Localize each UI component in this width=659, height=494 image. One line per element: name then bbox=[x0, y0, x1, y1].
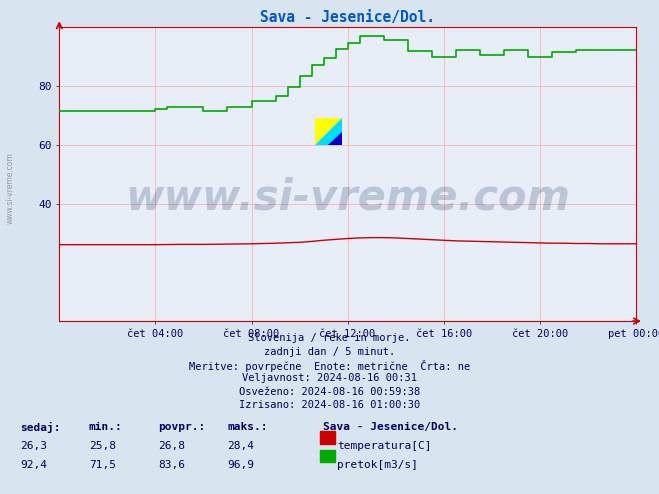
Text: pretok[m3/s]: pretok[m3/s] bbox=[337, 460, 418, 470]
Text: 71,5: 71,5 bbox=[89, 460, 116, 470]
Text: sedaj:: sedaj: bbox=[20, 422, 60, 433]
Text: Veljavnost: 2024-08-16 00:31: Veljavnost: 2024-08-16 00:31 bbox=[242, 373, 417, 383]
Text: 25,8: 25,8 bbox=[89, 441, 116, 451]
Text: Slovenija / reke in morje.: Slovenija / reke in morje. bbox=[248, 333, 411, 343]
Text: 26,8: 26,8 bbox=[158, 441, 185, 451]
Text: temperatura[C]: temperatura[C] bbox=[337, 441, 432, 451]
Text: zadnji dan / 5 minut.: zadnji dan / 5 minut. bbox=[264, 347, 395, 357]
Text: Meritve: povrpečne  Enote: metrične  Črta: ne: Meritve: povrpečne Enote: metrične Črta:… bbox=[189, 360, 470, 372]
Text: 96,9: 96,9 bbox=[227, 460, 254, 470]
Text: min.:: min.: bbox=[89, 422, 123, 432]
Title: Sava - Jesenice/Dol.: Sava - Jesenice/Dol. bbox=[260, 9, 435, 25]
Text: www.si-vreme.com: www.si-vreme.com bbox=[5, 152, 14, 224]
Text: 26,3: 26,3 bbox=[20, 441, 47, 451]
Text: Sava - Jesenice/Dol.: Sava - Jesenice/Dol. bbox=[323, 422, 458, 432]
Polygon shape bbox=[315, 118, 341, 145]
Text: Osveženo: 2024-08-16 00:59:38: Osveženo: 2024-08-16 00:59:38 bbox=[239, 387, 420, 397]
Text: maks.:: maks.: bbox=[227, 422, 268, 432]
Text: 83,6: 83,6 bbox=[158, 460, 185, 470]
Text: www.si-vreme.com: www.si-vreme.com bbox=[125, 177, 570, 219]
Text: Izrisano: 2024-08-16 01:00:30: Izrisano: 2024-08-16 01:00:30 bbox=[239, 400, 420, 410]
Text: 28,4: 28,4 bbox=[227, 441, 254, 451]
Polygon shape bbox=[328, 131, 341, 145]
Text: 92,4: 92,4 bbox=[20, 460, 47, 470]
Polygon shape bbox=[315, 118, 341, 145]
Text: povpr.:: povpr.: bbox=[158, 422, 206, 432]
